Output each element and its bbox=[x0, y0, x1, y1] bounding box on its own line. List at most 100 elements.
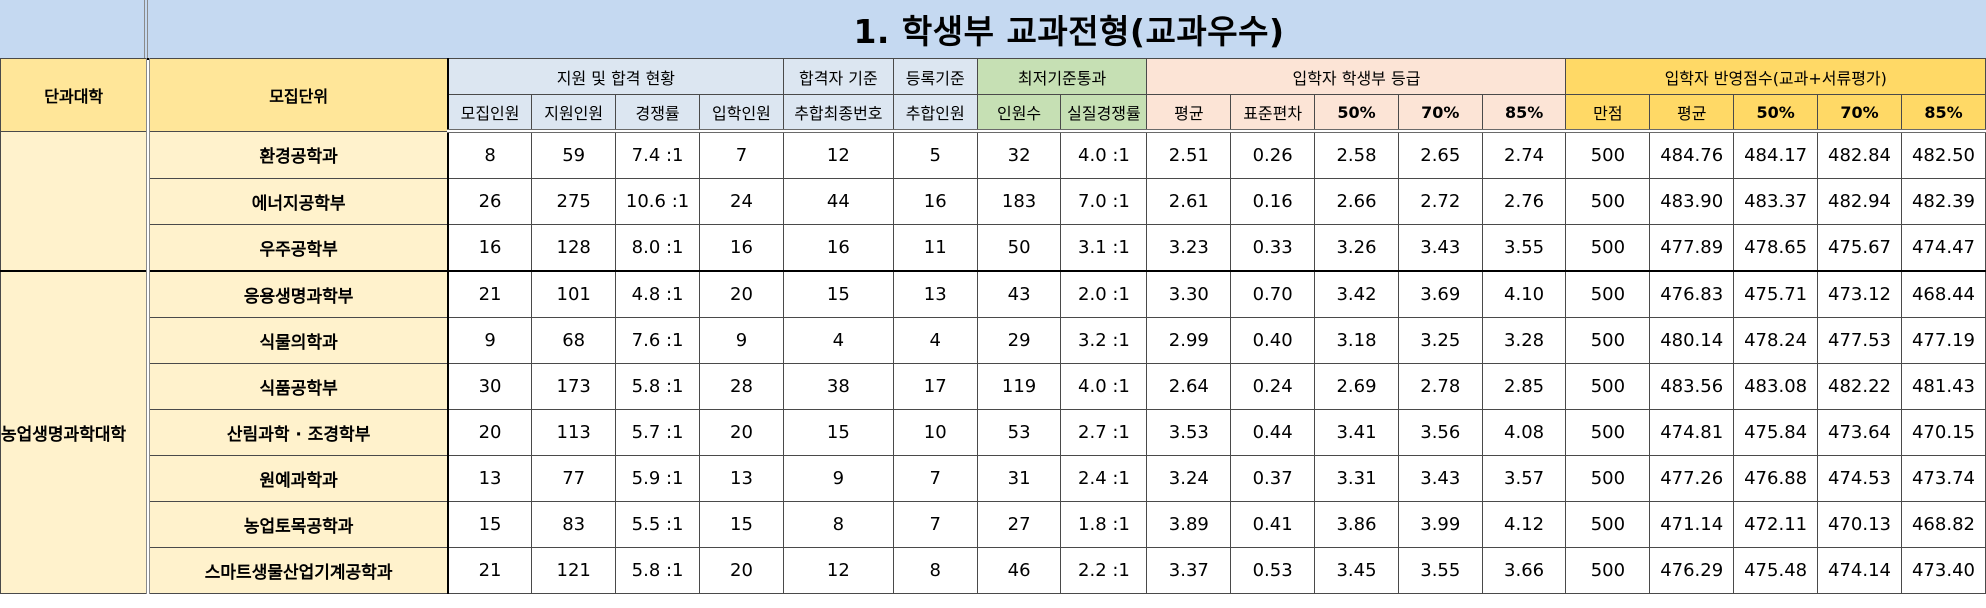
data-cell[interactable]: 3.1 :1 bbox=[1060, 224, 1148, 272]
subheader-1[interactable]: 지원인원 bbox=[531, 94, 617, 133]
data-cell[interactable]: 3.57 bbox=[1481, 455, 1567, 502]
data-cell[interactable]: 3.89 bbox=[1146, 501, 1232, 548]
data-cell[interactable]: 28 bbox=[699, 363, 784, 410]
data-cell[interactable]: 2.2 :1 bbox=[1060, 547, 1148, 594]
data-cell[interactable]: 475.67 bbox=[1817, 224, 1902, 272]
data-cell[interactable]: 0.40 bbox=[1230, 317, 1316, 364]
data-cell[interactable]: 12 bbox=[782, 130, 894, 179]
header-unit[interactable]: 모집단위 bbox=[146, 58, 449, 132]
data-cell[interactable]: 3.86 bbox=[1314, 501, 1399, 548]
data-cell[interactable]: 1.8 :1 bbox=[1060, 501, 1148, 548]
header-group-pass-basis[interactable]: 합격자 기준 bbox=[782, 58, 894, 95]
data-cell[interactable]: 0.26 bbox=[1230, 130, 1316, 179]
data-cell[interactable]: 10.6 :1 bbox=[615, 178, 701, 225]
data-cell[interactable]: 2.64 bbox=[1146, 363, 1232, 410]
header-group-score[interactable]: 입학자 반영점수(교과+서류평가) bbox=[1565, 58, 1986, 95]
data-cell[interactable]: 482.94 bbox=[1817, 178, 1902, 225]
data-cell[interactable]: 500 bbox=[1565, 317, 1651, 364]
data-cell[interactable]: 481.43 bbox=[1900, 363, 1986, 410]
data-cell[interactable]: 2.69 bbox=[1314, 363, 1399, 410]
data-cell[interactable]: 500 bbox=[1565, 455, 1651, 502]
data-cell[interactable]: 475.84 bbox=[1733, 409, 1819, 456]
data-cell[interactable]: 2.4 :1 bbox=[1060, 455, 1148, 502]
data-cell[interactable]: 483.37 bbox=[1733, 178, 1819, 225]
subheader-12[interactable]: 85% bbox=[1481, 94, 1567, 133]
data-cell[interactable]: 3.23 bbox=[1146, 224, 1232, 272]
data-cell[interactable]: 482.84 bbox=[1817, 130, 1902, 179]
data-cell[interactable]: 4.0 :1 bbox=[1060, 130, 1148, 179]
data-cell[interactable]: 13 bbox=[892, 270, 978, 318]
data-cell[interactable]: 482.39 bbox=[1900, 178, 1986, 225]
data-cell[interactable]: 5.7 :1 bbox=[615, 409, 701, 456]
data-cell[interactable]: 29 bbox=[976, 317, 1062, 364]
college-cell[interactable] bbox=[0, 130, 149, 272]
data-cell[interactable]: 9 bbox=[699, 317, 784, 364]
data-cell[interactable]: 500 bbox=[1565, 547, 1651, 594]
data-cell[interactable]: 0.70 bbox=[1230, 270, 1316, 318]
data-cell[interactable]: 3.25 bbox=[1397, 317, 1483, 364]
data-cell[interactable]: 4.12 bbox=[1481, 501, 1567, 548]
subheader-3[interactable]: 입학인원 bbox=[699, 94, 784, 133]
data-cell[interactable]: 2.76 bbox=[1481, 178, 1567, 225]
data-cell[interactable]: 3.56 bbox=[1397, 409, 1483, 456]
unit-cell[interactable]: 식품공학부 bbox=[146, 363, 449, 410]
data-cell[interactable]: 475.48 bbox=[1733, 547, 1819, 594]
data-cell[interactable]: 5.8 :1 bbox=[615, 547, 701, 594]
data-cell[interactable]: 3.55 bbox=[1397, 547, 1483, 594]
data-cell[interactable]: 4.0 :1 bbox=[1060, 363, 1148, 410]
data-cell[interactable]: 3.31 bbox=[1314, 455, 1399, 502]
data-cell[interactable]: 20 bbox=[699, 270, 784, 318]
data-cell[interactable]: 2.0 :1 bbox=[1060, 270, 1148, 318]
data-cell[interactable]: 3.18 bbox=[1314, 317, 1399, 364]
data-cell[interactable]: 3.37 bbox=[1146, 547, 1232, 594]
data-cell[interactable]: 26 bbox=[446, 178, 533, 225]
data-cell[interactable]: 483.08 bbox=[1733, 363, 1819, 410]
data-cell[interactable]: 478.24 bbox=[1733, 317, 1819, 364]
data-cell[interactable]: 20 bbox=[446, 409, 533, 456]
data-cell[interactable]: 473.64 bbox=[1817, 409, 1902, 456]
data-cell[interactable]: 474.53 bbox=[1817, 455, 1902, 502]
data-cell[interactable]: 2.99 bbox=[1146, 317, 1232, 364]
data-cell[interactable]: 8 bbox=[446, 130, 533, 179]
data-cell[interactable]: 8 bbox=[892, 547, 978, 594]
data-cell[interactable]: 3.43 bbox=[1397, 455, 1483, 502]
data-cell[interactable]: 0.16 bbox=[1230, 178, 1316, 225]
data-cell[interactable]: 4.10 bbox=[1481, 270, 1567, 318]
data-cell[interactable]: 7.0 :1 bbox=[1060, 178, 1148, 225]
data-cell[interactable]: 476.83 bbox=[1649, 270, 1735, 318]
data-cell[interactable]: 500 bbox=[1565, 224, 1651, 272]
data-cell[interactable]: 16 bbox=[446, 224, 533, 272]
data-cell[interactable]: 2.65 bbox=[1397, 130, 1483, 179]
data-cell[interactable]: 3.24 bbox=[1146, 455, 1232, 502]
data-cell[interactable]: 113 bbox=[531, 409, 617, 456]
data-cell[interactable]: 0.24 bbox=[1230, 363, 1316, 410]
unit-cell[interactable]: 환경공학과 bbox=[146, 130, 449, 179]
subheader-10[interactable]: 50% bbox=[1314, 94, 1399, 133]
header-group-grade[interactable]: 입학자 학생부 등급 bbox=[1146, 58, 1567, 95]
data-cell[interactable]: 475.71 bbox=[1733, 270, 1819, 318]
data-cell[interactable]: 16 bbox=[892, 178, 978, 225]
data-cell[interactable]: 3.53 bbox=[1146, 409, 1232, 456]
data-cell[interactable]: 13 bbox=[446, 455, 533, 502]
data-cell[interactable]: 15 bbox=[782, 409, 894, 456]
data-cell[interactable]: 7.6 :1 bbox=[615, 317, 701, 364]
data-cell[interactable]: 3.42 bbox=[1314, 270, 1399, 318]
data-cell[interactable]: 30 bbox=[446, 363, 533, 410]
unit-cell[interactable]: 우주공학부 bbox=[146, 224, 449, 272]
data-cell[interactable]: 0.37 bbox=[1230, 455, 1316, 502]
data-cell[interactable]: 476.29 bbox=[1649, 547, 1735, 594]
data-cell[interactable]: 2.7 :1 bbox=[1060, 409, 1148, 456]
data-cell[interactable]: 43 bbox=[976, 270, 1062, 318]
data-cell[interactable]: 9 bbox=[782, 455, 894, 502]
data-cell[interactable]: 3.28 bbox=[1481, 317, 1567, 364]
subheader-8[interactable]: 평균 bbox=[1146, 94, 1232, 133]
data-cell[interactable]: 20 bbox=[699, 547, 784, 594]
data-cell[interactable]: 473.12 bbox=[1817, 270, 1902, 318]
data-cell[interactable]: 4 bbox=[892, 317, 978, 364]
data-cell[interactable]: 15 bbox=[446, 501, 533, 548]
data-cell[interactable]: 482.22 bbox=[1817, 363, 1902, 410]
data-cell[interactable]: 173 bbox=[531, 363, 617, 410]
data-cell[interactable]: 24 bbox=[699, 178, 784, 225]
unit-cell[interactable]: 산림과학 · 조경학부 bbox=[146, 409, 449, 456]
data-cell[interactable]: 4.08 bbox=[1481, 409, 1567, 456]
